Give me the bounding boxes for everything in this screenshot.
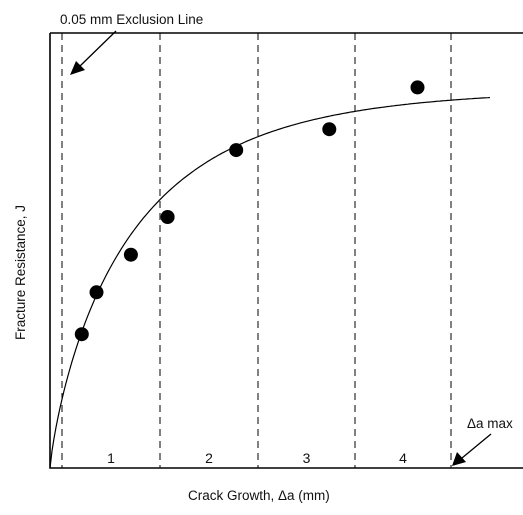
- data-point-5: [229, 143, 244, 158]
- max-arrow-shaft: [461, 433, 492, 459]
- exclusion-arrow-shaft: [78, 30, 117, 68]
- zone-boundary-lines: [61, 33, 452, 468]
- zone-label-1: 1: [107, 450, 115, 466]
- exclusion-line-label: 0.05 mm Exclusion Line: [60, 12, 203, 27]
- data-point-4: [160, 210, 175, 224]
- data-points: [74, 80, 425, 342]
- data-point-3: [123, 247, 138, 262]
- data-point-6: [322, 122, 337, 137]
- max-line-annotation: Δa max: [452, 416, 513, 466]
- zone-label-4: 4: [399, 450, 407, 466]
- exclusion-line-annotation: 0.05 mm Exclusion Line: [60, 12, 203, 75]
- y-axis-label: Fracture Resistance, J: [13, 205, 28, 340]
- zone-label-3: 3: [303, 450, 311, 466]
- zone-label-2: 2: [205, 450, 213, 466]
- max-line-label: Δa max: [467, 416, 513, 431]
- data-point-1: [74, 327, 89, 342]
- resistance-curve: [49, 96, 490, 469]
- data-point-7: [410, 80, 425, 95]
- x-axis-label: Crack Growth, Δa (mm): [188, 488, 330, 503]
- exclusion-arrow-head: [70, 61, 85, 75]
- zone-labels: 1 2 3 4: [107, 450, 407, 466]
- data-point-2: [89, 285, 104, 300]
- max-arrow-head: [452, 452, 466, 466]
